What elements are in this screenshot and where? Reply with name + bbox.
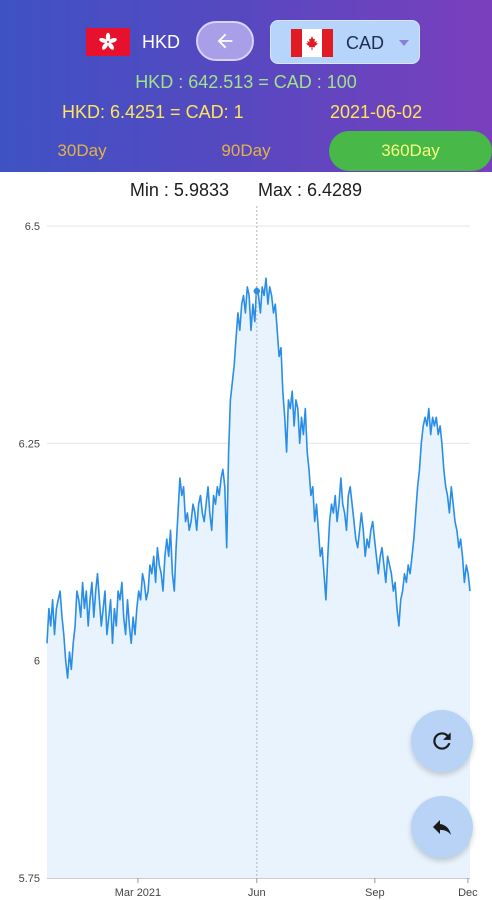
refresh-icon bbox=[433, 732, 451, 750]
y-tick-label: 6 bbox=[34, 656, 40, 668]
min-max-stats: Min : 5.9833 Max : 6.4289 bbox=[0, 180, 492, 201]
highlight-point bbox=[253, 287, 261, 295]
rate-series-line bbox=[46, 277, 471, 679]
min-value: Min : 5.9833 bbox=[129, 180, 229, 200]
rate-date: 2021-06-02 bbox=[330, 102, 423, 122]
chevron-down-icon bbox=[399, 40, 409, 46]
header-bar: HKD CAD HKD : 642.513 = CAD : 100 HKD: 6… bbox=[0, 0, 492, 172]
rate-area-fill bbox=[47, 278, 470, 878]
x-tick-label: Jun bbox=[248, 887, 266, 899]
hong-kong-flag-icon bbox=[86, 28, 130, 56]
refresh-button[interactable] bbox=[411, 710, 473, 772]
tab-360day[interactable]: 360Day bbox=[329, 131, 492, 171]
currency-row: HKD CAD bbox=[0, 20, 492, 64]
period-tabs: 30Day 90Day 360Day bbox=[0, 131, 492, 171]
reply-arrow-icon bbox=[433, 820, 451, 835]
arrow-left-icon bbox=[217, 33, 233, 49]
canada-flag-icon bbox=[291, 29, 333, 57]
swap-currency-button[interactable] bbox=[196, 21, 254, 61]
to-currency-dropdown[interactable]: CAD bbox=[270, 20, 420, 64]
back-button[interactable] bbox=[411, 796, 473, 858]
tab-30day[interactable]: 30Day bbox=[57, 141, 107, 160]
rate-history-chart[interactable]: 6.5 6.25 6 5.75 Mar 2021 Jun Sep Dec bbox=[0, 206, 492, 900]
to-currency-code: CAD bbox=[346, 33, 385, 53]
y-tick-label: 6.5 bbox=[25, 221, 40, 233]
y-tick-label: 6.25 bbox=[19, 438, 40, 450]
x-tick-label: Dec bbox=[458, 887, 478, 899]
x-tick-label: Mar 2021 bbox=[115, 887, 161, 899]
max-value: Max : 6.4289 bbox=[258, 180, 363, 200]
tab-90day[interactable]: 90Day bbox=[221, 141, 271, 160]
y-tick-label: 5.75 bbox=[19, 873, 40, 885]
rate-per-100: HKD : 642.513 = CAD : 100 bbox=[135, 72, 357, 92]
rate-per-1: HKD: 6.4251 = CAD: 1 bbox=[62, 102, 244, 122]
from-currency-code[interactable]: HKD bbox=[142, 32, 181, 52]
x-tick-label: Sep bbox=[365, 887, 385, 899]
